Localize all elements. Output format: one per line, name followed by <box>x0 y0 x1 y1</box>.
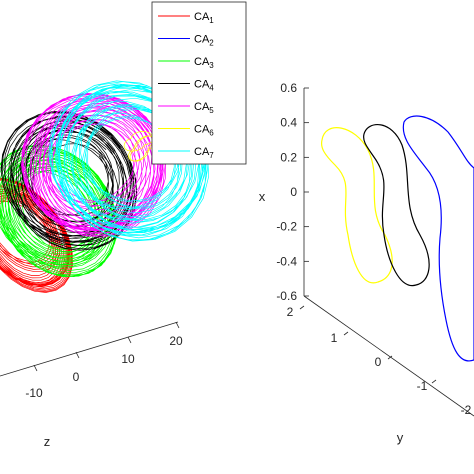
legend-label: CA2 <box>194 34 214 48</box>
right-y-ticks: 2 1 0 -1 -2 <box>287 305 472 417</box>
right-x-ticks: 0.6 0.4 0.2 0 -0.2 -0.4 -0.6 <box>276 81 309 303</box>
right-orbit-3 <box>402 115 474 362</box>
left-series-3 <box>0 144 118 278</box>
right-y-tick-label: -2 <box>461 403 472 417</box>
left-z-ticks: -10 0 10 20 <box>25 321 183 400</box>
left-trajectory-3 <box>0 144 118 278</box>
right-3d-orbit-plot: 0.6 0.4 0.2 0 -0.2 -0.4 -0.6 x 2 1 0 -1 -2 y <box>259 81 474 445</box>
right-orbit-2 <box>363 123 430 287</box>
left-z-tick-label: -10 <box>25 386 43 400</box>
left-z-tick-label: 0 <box>73 370 80 384</box>
left-3d-attractor-plot: -10 0 10 20 z CA1 CA2 CA3 CA4 CA5 CA6 CA7 <box>0 1 247 449</box>
right-x-tick-label: 0 <box>290 185 297 199</box>
right-x-tick-label: -0.2 <box>276 220 297 234</box>
legend-label-subscript: 4 <box>209 84 214 93</box>
right-y-axis <box>303 295 474 417</box>
left-z-tick-mark <box>75 351 80 359</box>
right-y-tick-mark <box>299 305 305 310</box>
left-series-6 <box>123 131 155 162</box>
right-orbits <box>320 115 474 362</box>
left-z-axis <box>0 321 179 377</box>
right-x-tick-label: 0.6 <box>280 81 297 95</box>
right-x-axis-label: x <box>259 189 266 204</box>
legend-items: CA1 CA2 CA3 CA4 CA5 CA6 CA7 <box>158 11 214 160</box>
legend-label: CA6 <box>194 124 214 138</box>
legend-label-subscript: 3 <box>209 61 214 70</box>
legend: CA1 CA2 CA3 CA4 CA5 CA6 CA7 <box>151 1 247 165</box>
right-y-tick-mark <box>431 379 437 384</box>
legend-label: CA4 <box>194 79 214 93</box>
right-y-tick-label: -1 <box>417 379 428 393</box>
right-y-tick-mark <box>387 355 393 360</box>
right-y-axis-label: y <box>397 430 404 445</box>
legend-label: CA5 <box>194 101 214 115</box>
legend-label: CA7 <box>194 146 214 160</box>
legend-label-subscript: 1 <box>209 16 214 25</box>
legend-label-subscript: 6 <box>209 129 214 138</box>
legend-label: CA3 <box>194 56 214 70</box>
right-y-tick-label: 0 <box>375 355 382 369</box>
left-z-axis-label: z <box>44 434 51 449</box>
left-z-tick-mark <box>175 321 180 329</box>
right-x-tick-label: -0.4 <box>276 254 297 268</box>
left-trajectory-6 <box>123 131 155 162</box>
right-y-tick-label: 2 <box>287 305 294 319</box>
legend-label-subscript: 2 <box>209 39 214 48</box>
legend-label: CA1 <box>194 11 214 25</box>
right-x-tick-label: -0.6 <box>276 289 297 303</box>
left-z-tick-label: 20 <box>169 334 183 348</box>
right-x-tick-label: 0.4 <box>280 116 297 130</box>
left-z-tick-label: 10 <box>121 352 135 366</box>
legend-label-subscript: 7 <box>209 151 214 160</box>
right-y-tick-mark <box>343 331 349 336</box>
right-x-tick-label: 0.2 <box>280 150 297 164</box>
right-y-tick-label: 1 <box>331 331 338 345</box>
left-z-tick-mark <box>127 336 132 344</box>
right-orbit-1 <box>320 127 393 284</box>
left-z-tick-mark <box>33 364 38 372</box>
legend-label-subscript: 5 <box>209 106 214 115</box>
